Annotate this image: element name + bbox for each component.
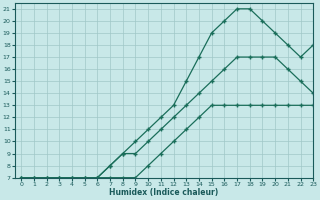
X-axis label: Humidex (Indice chaleur): Humidex (Indice chaleur) xyxy=(109,188,219,197)
